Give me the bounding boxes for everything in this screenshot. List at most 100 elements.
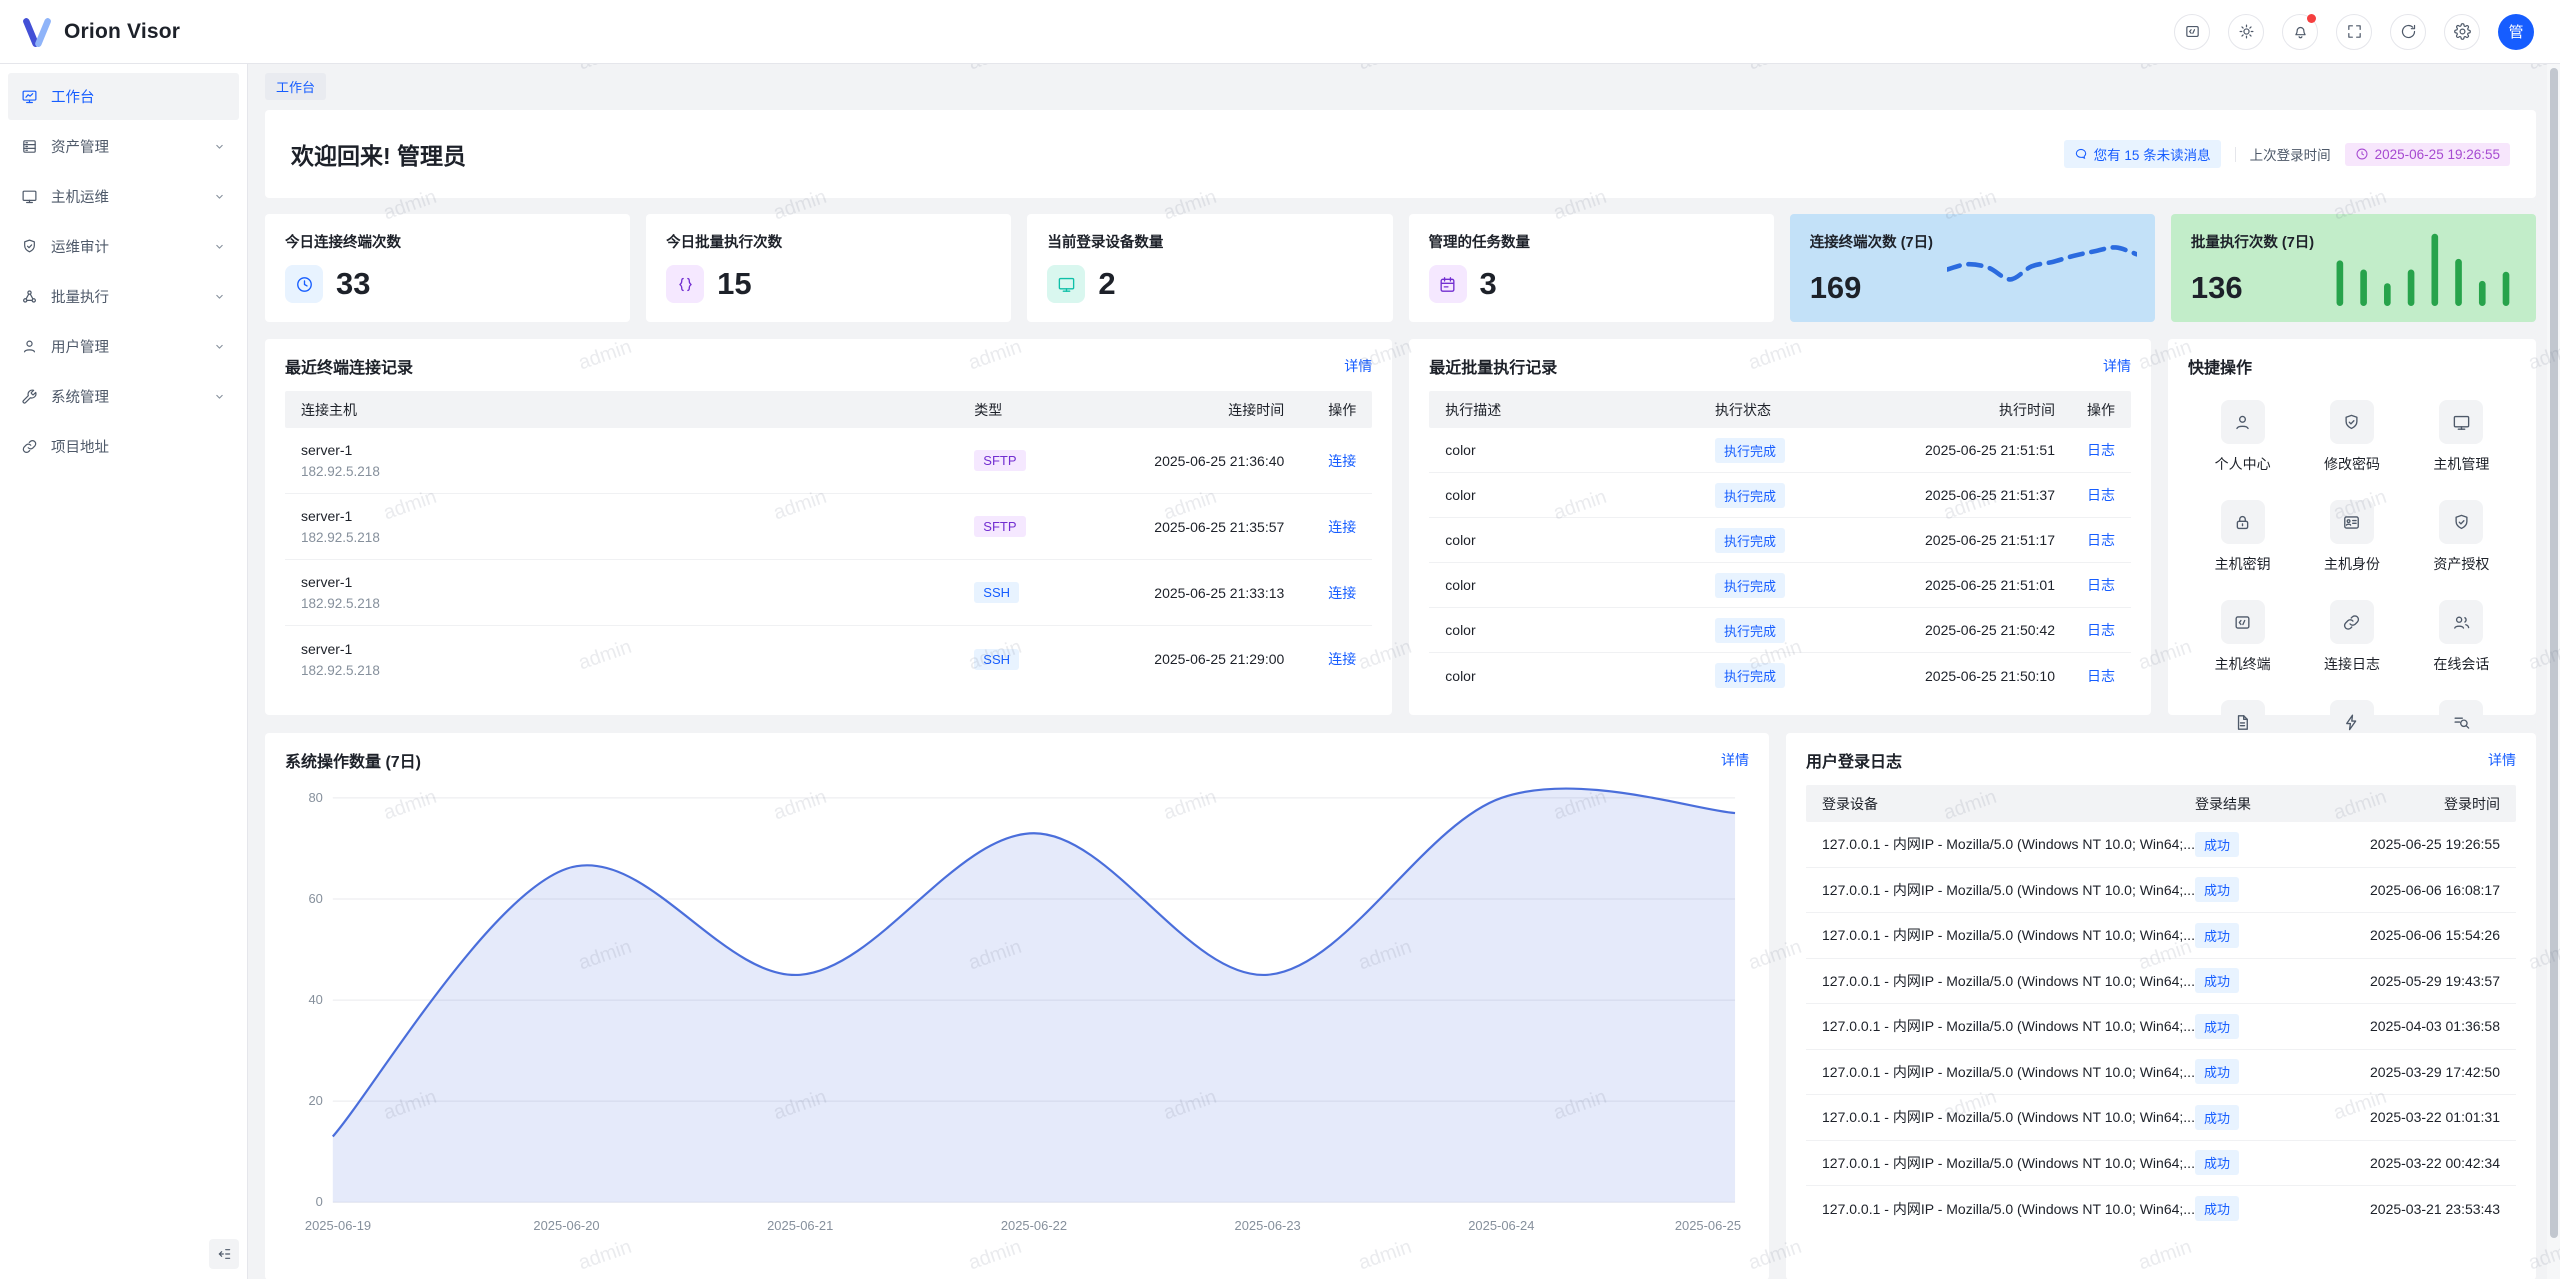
table-row: server-1 182.92.5.218 SSH 2025-06-25 21:29:… [285,626,1372,692]
log-link[interactable]: 日志 [2087,577,2115,593]
login-time: 2025-06-25 19:26:55 [2370,836,2500,853]
exec-time: 2025-06-25 21:51:17 [1925,532,2055,548]
login-time: 2025-04-03 01:36:58 [2370,1018,2500,1035]
sidebar-item-1[interactable]: 工作台 [8,73,239,120]
system-operations-chart-panel: 系统操作数量 (7日) 详情 0 20 40 60 80 2025-06-19 2025-0… [265,733,1769,1279]
code-toggle-button[interactable] [2174,13,2210,50]
wrench-icon [22,389,37,404]
avatar[interactable]: 管 [2498,13,2534,50]
log-link[interactable]: 日志 [2087,532,2115,548]
log-link[interactable]: 日志 [2087,442,2115,458]
terminal-detail-link[interactable]: 详情 [1344,358,1373,374]
fold-icon [218,1249,231,1259]
notifications-button[interactable] [2282,13,2318,50]
quick-op-9[interactable]: 在线会话 [2407,600,2516,674]
exec-status-badge: 执行完成 [1715,572,1786,598]
quick-op-5[interactable]: 主机身份 [2297,500,2406,574]
stat-card-5: 连接终端次数 (7日) 169 [1789,214,2155,322]
login-device: 127.0.0.1 - 内网IP - Mozilla/5.0 (Windows … [1822,1063,2195,1080]
sidebar-item-4[interactable]: 运维审计 [8,223,239,270]
sparkline-terminal_connections_7d [1946,230,2137,306]
quick-op-4[interactable]: 主机密钥 [2188,500,2297,574]
refresh-button[interactable] [2390,13,2426,50]
stat-value: 136 [2190,270,2243,305]
connect-link[interactable]: 连接 [1328,452,1357,469]
connect-time: 2025-06-25 21:36:40 [1154,452,1285,469]
quick-op-1[interactable]: 个人中心 [2188,400,2297,474]
scrollbar-thumb[interactable] [2549,68,2558,1238]
gear-icon [2453,23,2471,40]
table-row: color 执行完成 2025-06-25 21:51:17 日志 [1429,518,2131,563]
login-time: 2025-03-21 23:53:43 [2370,1200,2500,1217]
code-icon [2185,25,2199,38]
stat-icon-box [666,265,705,303]
stat-card-3: 当前登录设备数量 2 [1027,214,1393,322]
shield-icon [2345,414,2359,429]
sidebar-item-3[interactable]: 主机运维 [8,173,239,220]
chevron-down-icon [216,344,223,349]
quick-op-3[interactable]: 主机管理 [2407,400,2516,474]
fullscreen-button[interactable] [2336,13,2372,50]
panel-title: 用户登录日志 [1806,754,1903,771]
sidebar-item-5[interactable]: 批量执行 [8,273,239,320]
table-row: 127.0.0.1 - 内网IP - Mozilla/5.0 (Windows … [1806,1186,2516,1232]
batch-detail-link[interactable]: 详情 [2103,358,2131,374]
login-result-badge: 成功 [2195,1196,2240,1222]
login-time: 2025-03-22 00:42:34 [2370,1154,2500,1171]
quick-op-6[interactable]: 资产授权 [2407,500,2516,574]
sun-icon [2239,24,2253,39]
notification-dot [2307,13,2316,23]
host-ip: 182.92.5.218 [301,662,380,678]
app-logo: Orion Visor [22,17,180,47]
breadcrumb[interactable]: 工作台 [265,73,327,100]
header-actions: 管 [2174,13,2534,50]
scrollbar-track[interactable] [2547,64,2560,1279]
user-icon [2236,415,2249,429]
stat-card-4: 管理的任务数量 3 [1408,214,1774,322]
quick-op-2[interactable]: 修改密码 [2297,400,2406,474]
type-badge: SSH [974,648,1020,670]
login-result-badge: 成功 [2195,968,2240,994]
sidebar-item-8[interactable]: 项目地址 [8,423,239,470]
theme-button[interactable] [2228,13,2264,50]
connect-link[interactable]: 连接 [1328,518,1357,535]
exec-desc: color [1445,667,1476,684]
sidebar-item-2[interactable]: 资产管理 [8,123,239,170]
quick-op-8[interactable]: 连接日志 [2297,600,2406,674]
exec-status-badge: 执行完成 [1715,482,1786,508]
login-device: 127.0.0.1 - 内网IP - Mozilla/5.0 (Windows … [1822,927,2195,944]
searchlist-icon [2454,716,2470,729]
panel-title: 最近批量执行记录 [1429,360,1558,377]
sidebar-item-7[interactable]: 系统管理 [8,373,239,420]
table-header: 登录设备 登录结果 登录时间 [1806,785,2516,822]
exec-time: 2025-06-25 21:51:51 [1925,442,2055,458]
exec-time: 2025-06-25 21:51:01 [1925,577,2055,593]
fullscreen-icon [2347,25,2361,38]
shield-icon [24,239,35,253]
quick-actions-panel: 快捷操作 个人中心 修改密码 主机管理 主机密钥 主机身份 资产授权 主机终端 连接日志 在线会… [2168,339,2536,772]
bell-icon [2294,26,2306,39]
exec-time: 2025-06-25 21:50:10 [1925,667,2055,684]
settings-button[interactable] [2444,13,2480,50]
login-log-panel: 用户登录日志 详情 登录设备 登录结果 登录时间 127.0.0.1 - 内网IP -… [1786,733,2536,1279]
login-result-badge: 成功 [2195,1150,2240,1176]
sidebar: 工作台 资产管理 主机运维 运维审计 批量执行 用户管理 系统管理 项目地址 [0,64,248,1279]
login-detail-link[interactable]: 详情 [2488,752,2516,768]
unread-messages-badge[interactable]: 您有 15 条未读消息 [2063,140,2221,168]
connect-link[interactable]: 连接 [1328,584,1357,601]
table-row: 127.0.0.1 - 内网IP - Mozilla/5.0 (Windows … [1806,1095,2516,1141]
stat-icon-box [1047,265,1086,303]
batch-icon [23,290,36,303]
login-device: 127.0.0.1 - 内网IP - Mozilla/5.0 (Windows … [1822,836,2195,853]
log-link[interactable]: 日志 [2087,487,2115,503]
stat-label: 当前登录设备数量 [1047,235,1164,251]
chart-detail-link[interactable]: 详情 [1721,752,1749,768]
connect-link[interactable]: 连接 [1328,651,1357,667]
sidebar-item-6[interactable]: 用户管理 [8,323,239,370]
log-link[interactable]: 日志 [2087,667,2115,684]
stat-value: 169 [1809,270,1862,305]
quick-op-7[interactable]: 主机终端 [2188,600,2297,674]
log-link[interactable]: 日志 [2087,622,2115,638]
table-row: color 执行完成 2025-06-25 21:51:51 日志 [1429,428,2131,473]
collapse-sidebar-button[interactable] [209,1239,239,1269]
